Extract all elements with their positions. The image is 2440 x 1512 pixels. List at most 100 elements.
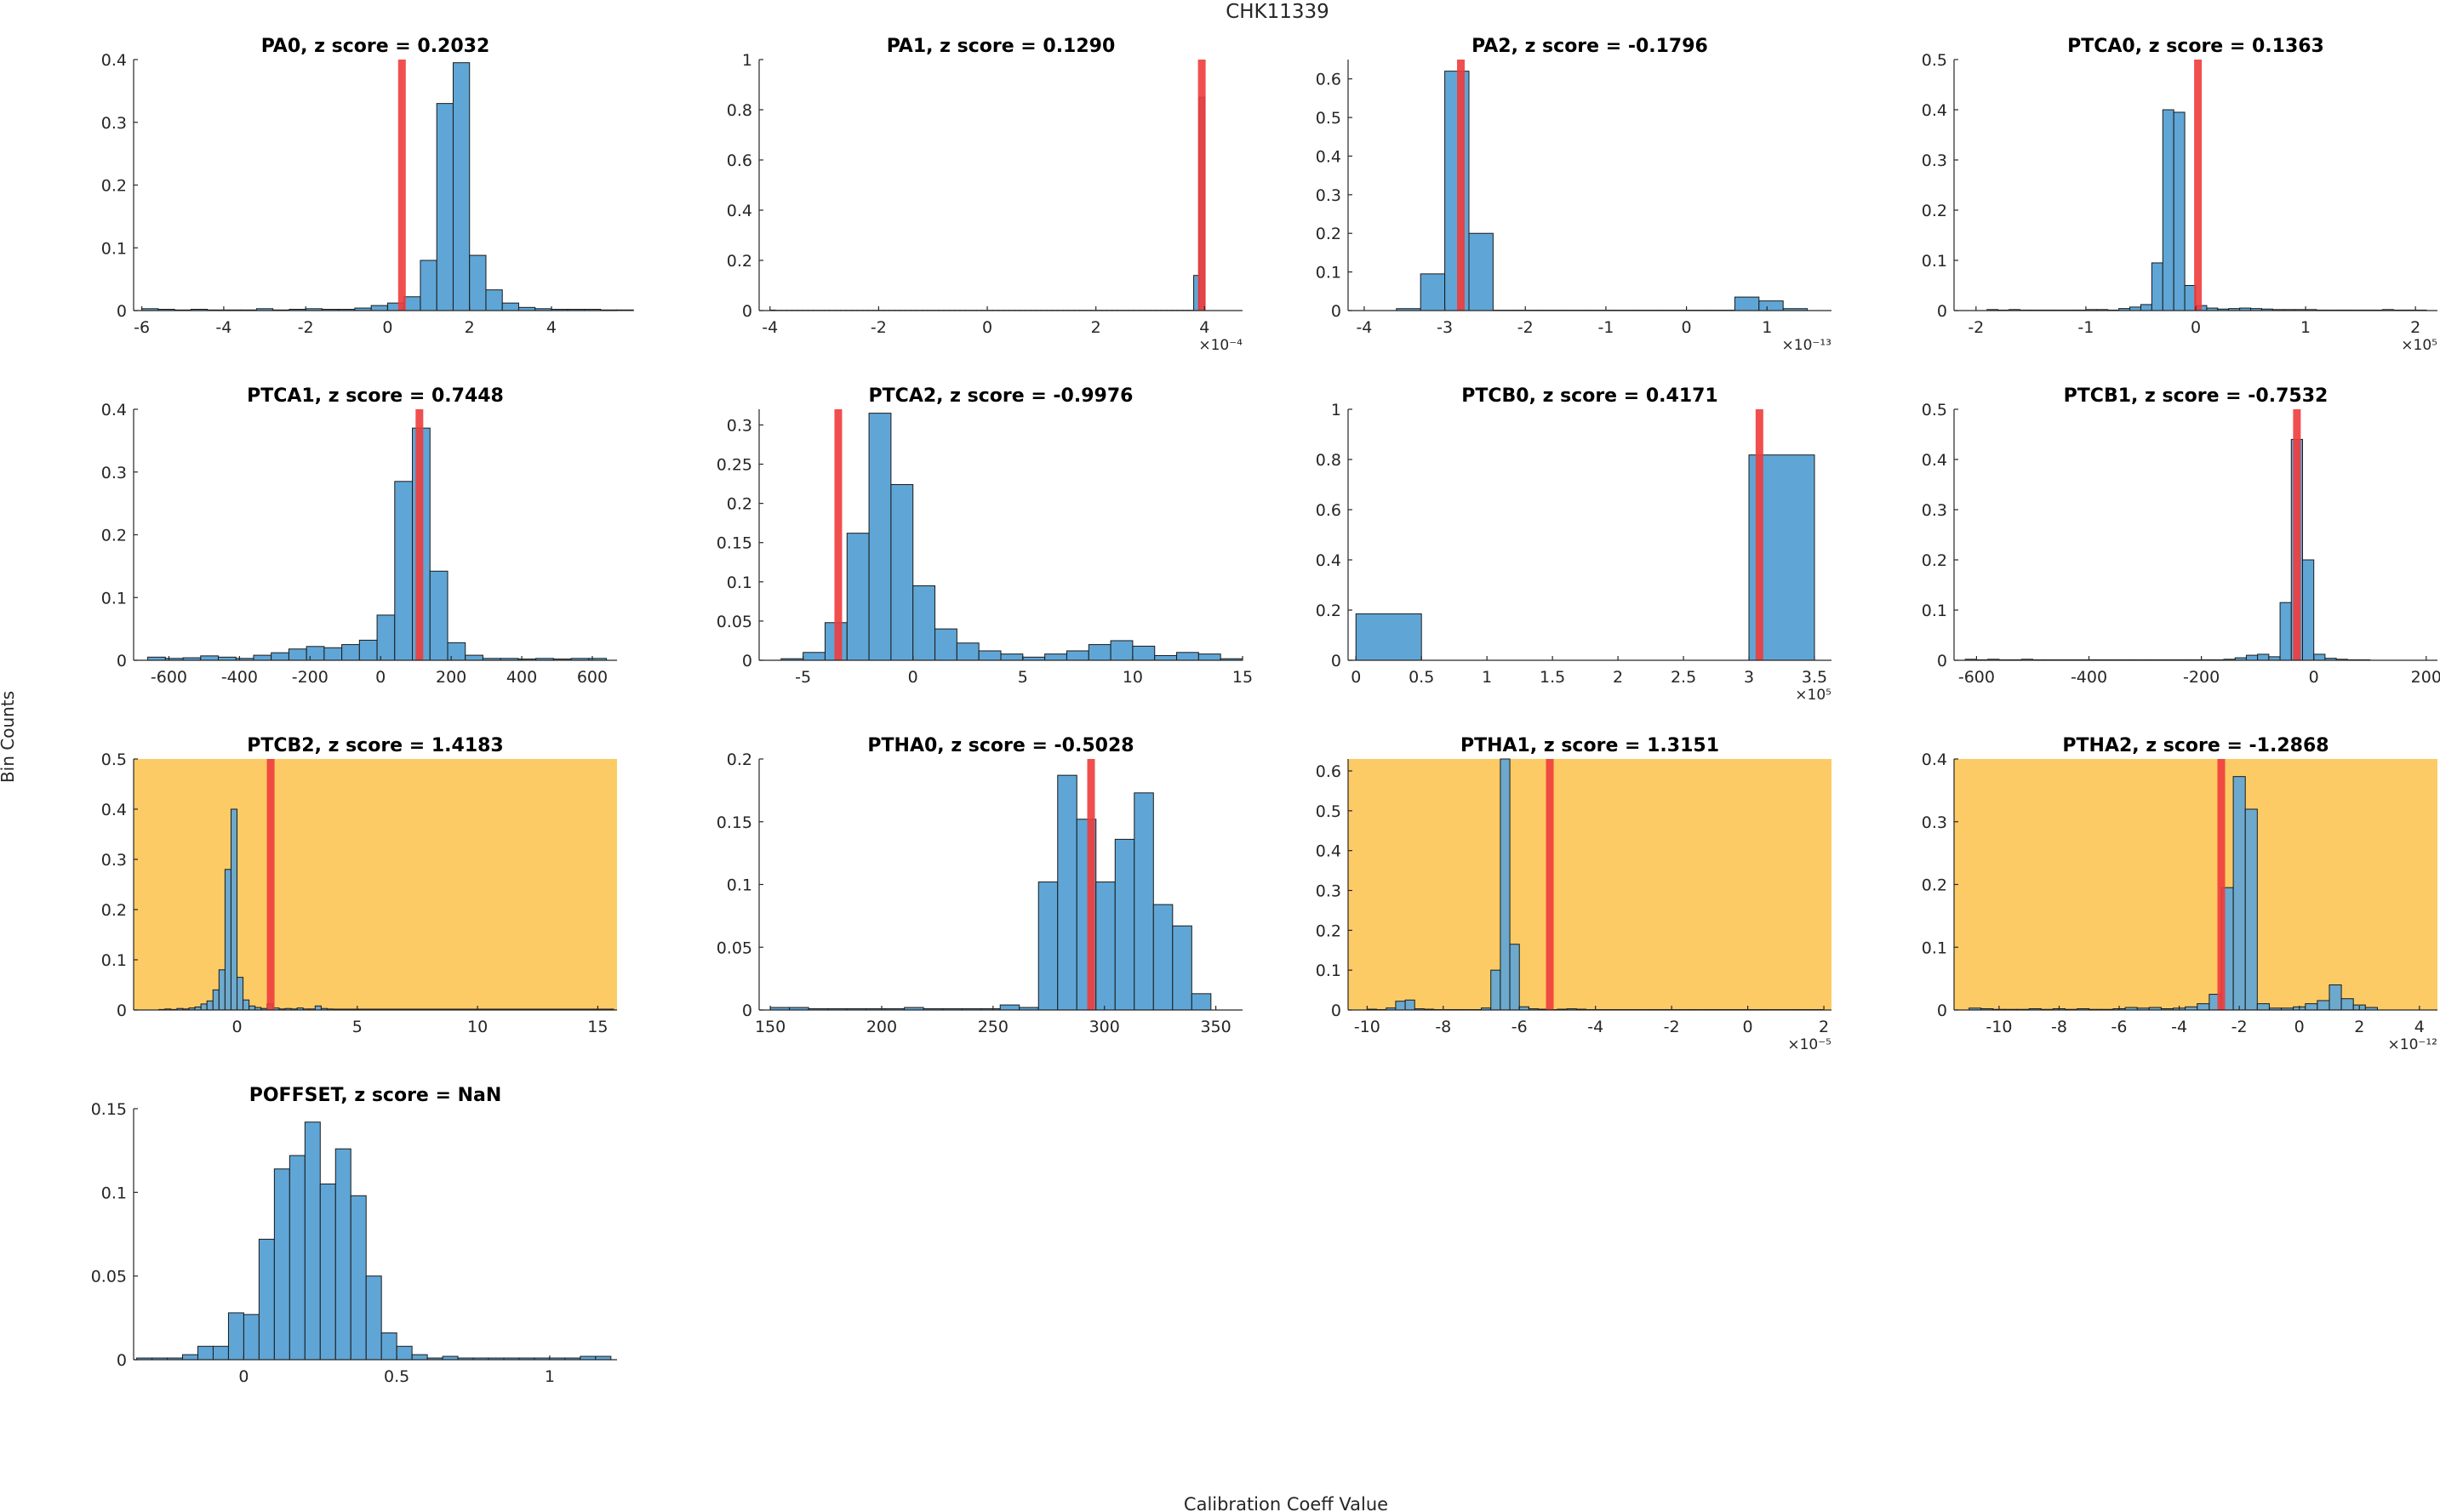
y-tick-label: 0.1 (727, 573, 752, 592)
y-tick-label: 0.1 (1922, 939, 1947, 957)
histogram-bar (271, 652, 289, 661)
histogram-bar (2305, 1003, 2318, 1011)
value-marker (1197, 60, 1206, 311)
x-tick-label: -2 (2231, 1018, 2248, 1036)
subplot-13: 0 0.5 1 0 0.05 0.1 0.15 POFFSET, z score = NaN (91, 1085, 617, 1386)
y-tick-label: 0.25 (717, 456, 752, 475)
histogram-bar (1154, 654, 1178, 661)
histogram-bar (1758, 300, 1784, 311)
y-tick-label: 0.5 (1316, 109, 1341, 128)
subplot-title: POFFSET, z score = NaN (249, 1085, 502, 1106)
x-tick-label: 4 (546, 318, 557, 337)
y-tick-label: 0 (742, 1001, 752, 1020)
y-tick-label: 0 (742, 302, 752, 321)
x-tick-label: 3.5 (1802, 668, 1827, 687)
subplot-5: -600 -400 -200 0 200 400 600 0 0.1 0.2 0.3 0.4 PTCA1… (101, 385, 617, 687)
histogram-bar (912, 585, 936, 661)
histogram-bar (1509, 944, 1520, 1011)
histogram-bar (306, 646, 325, 661)
subplot-title: PTCB0, z score = 0.4171 (1461, 385, 1718, 407)
histogram-bar (616, 309, 634, 311)
subplot-title: PA0, z score = 0.2032 (261, 36, 490, 57)
histogram-bar (394, 481, 414, 661)
subplot-9: 0 5 10 15 0 0.1 0.2 0.3 0.4 0.5 PTCB2, z score = 1… (101, 735, 617, 1036)
histogram-bar (182, 1354, 198, 1361)
value-marker (415, 409, 424, 660)
y-tick-label: 0.4 (101, 401, 127, 419)
y-tick-label: 0.1 (727, 876, 752, 895)
y-tick-label: 0.8 (727, 101, 752, 120)
histogram-bar (218, 969, 226, 1011)
value-marker (2293, 409, 2301, 660)
x-tick-label: 1 (1762, 318, 1772, 337)
y-tick-label: 0.1 (101, 589, 127, 608)
y-tick-label: 0.1 (101, 1184, 127, 1202)
histogram-bar (224, 869, 231, 1011)
y-tick-label: 0.4 (101, 801, 127, 819)
histogram-bar (1044, 653, 1067, 661)
histogram-bar (1088, 644, 1111, 661)
x-tick-label: 1 (545, 1367, 555, 1386)
subplot-title: PA1, z score = 0.1290 (887, 36, 1116, 57)
histogram-bar (1468, 232, 1494, 311)
x-tick-label: 0 (2191, 318, 2201, 337)
x-tick-label: -4 (215, 318, 231, 337)
histogram-bar (1134, 792, 1154, 1011)
histogram-bar (376, 614, 396, 661)
subplot-2: -4 -2 0 2 4 0 0.2 0.4 0.6 0.8 1 ×10⁻⁴ PA1, z score =… (727, 36, 1243, 354)
x-tick-label: -3 (1437, 318, 1453, 337)
histogram-bar (436, 103, 454, 311)
x-tick-label: 0 (1351, 668, 1361, 687)
value-marker (1087, 759, 1095, 1010)
x-tick-label: -200 (292, 668, 329, 687)
histogram-bar (1500, 758, 1511, 1011)
y-tick-label: 0.3 (727, 416, 752, 435)
y-tick-label: 0.4 (1316, 147, 1341, 166)
histogram-bar (365, 1275, 382, 1361)
value-marker (266, 759, 275, 1010)
x-tick-label: -10 (1986, 1018, 2012, 1036)
x-tick-label: 2 (1091, 318, 1101, 337)
histogram-bar (2268, 656, 2281, 661)
axis-exponent: ×10⁻⁵ (1787, 1036, 1831, 1053)
subplot-6: -5 0 5 10 15 0 0.05 0.1 0.15 0.2 0.25 0.3 PTCA2, z s… (717, 385, 1253, 687)
x-tick-label: -4 (1356, 318, 1372, 337)
x-tick-label: 250 (978, 1018, 1009, 1036)
x-tick-label: 4 (1199, 318, 1209, 337)
y-tick-label: 0.2 (727, 495, 752, 514)
histogram-bar (1172, 925, 1192, 1011)
x-tick-label: 5 (352, 1018, 363, 1036)
x-tick-label: 15 (587, 1018, 608, 1036)
histogram-bar (197, 1345, 214, 1361)
histogram-bar (258, 1238, 275, 1361)
axis-exponent: ×10⁻⁴ (1198, 337, 1243, 354)
subplot-title: PTHA1, z score = 1.3151 (1460, 735, 1719, 756)
y-tick-label: 0.6 (1316, 501, 1341, 520)
histogram-bar (1000, 653, 1024, 661)
y-tick-label: 0 (742, 652, 752, 670)
x-tick-label: -600 (151, 668, 187, 687)
x-tick-label: 0 (2294, 1018, 2305, 1036)
subplot-10: 150 200 250 300 350 0 0.05 0.1 0.15 0.2 PTHA0, z s… (717, 735, 1243, 1036)
subplot-3: -4 -3 -2 -1 0 1 0 0.1 0.2 0.3 0.4 0.5 0.6 ×10⁻¹³ PA2, … (1316, 36, 1831, 354)
histogram-bar (868, 413, 892, 661)
histogram-bar (1404, 999, 1415, 1011)
highlight-background (134, 759, 617, 1010)
y-tick-label: 0.4 (727, 202, 752, 220)
subplot-4: -2 -1 0 1 2 0 0.1 0.2 0.3 0.4 0.5 ×10⁵ PTCA0, z scor… (1922, 36, 2437, 354)
y-tick-label: 0 (1937, 652, 1947, 670)
y-tick-label: 0.3 (101, 114, 127, 133)
x-tick-label: -1 (1597, 318, 1614, 337)
histogram-bar (396, 1345, 413, 1361)
y-tick-label: 0.6 (1316, 71, 1341, 89)
y-tick-label: 0 (117, 302, 127, 321)
histogram-bar (2313, 653, 2326, 661)
y-tick-label: 0.3 (101, 464, 127, 482)
histogram-bar (380, 1332, 397, 1361)
y-tick-label: 0.15 (91, 1100, 127, 1119)
histogram-bar (2232, 776, 2246, 1011)
y-tick-label: 0.2 (1922, 876, 1947, 895)
histogram-bar (1095, 882, 1116, 1011)
x-tick-label: -6 (2111, 1018, 2128, 1036)
histogram-bar (465, 654, 483, 661)
